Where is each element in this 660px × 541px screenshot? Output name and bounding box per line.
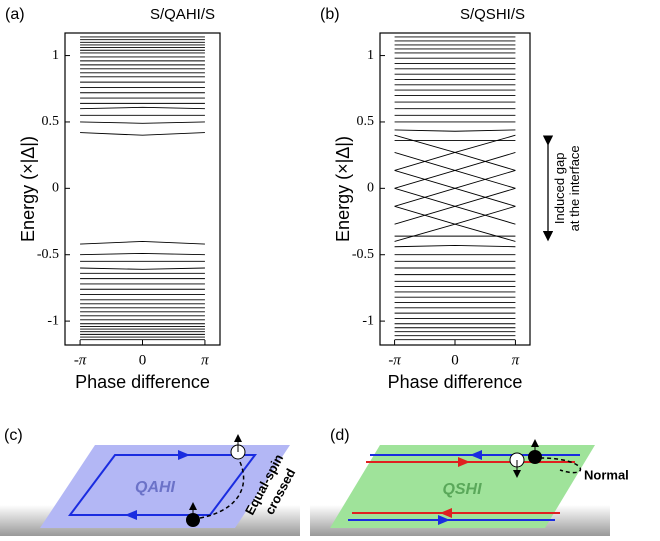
y-tick-label: 0.5: [357, 114, 375, 129]
y-tick-label: 1: [367, 48, 374, 63]
level-line: [394, 152, 516, 189]
x-tick-label: 0: [139, 352, 147, 368]
level-line: [394, 169, 516, 207]
y-tick-label: -0.5: [352, 247, 374, 262]
x-tick-label: -π: [388, 352, 401, 368]
chart-title: S/QAHI/S: [150, 6, 215, 23]
x-tick-label: π: [512, 352, 520, 368]
edge-arrow: [458, 457, 470, 467]
panel-label: (d): [330, 427, 350, 444]
level-line: [80, 240, 205, 245]
qshi-slab: [330, 445, 595, 528]
y-axis-label: Energy (×|Δ|): [18, 136, 38, 242]
x-axis-label: Phase difference: [75, 372, 210, 392]
y-tick-label: 1: [52, 48, 59, 63]
y-tick-label: -0.5: [37, 247, 59, 262]
material-label: QSHI: [442, 481, 482, 498]
y-tick-label: 0: [52, 181, 59, 196]
annotation-line: at the interface: [567, 145, 582, 231]
diagram-d: (d) QSHI Normal: [310, 427, 629, 536]
level-line: [80, 267, 205, 270]
x-axis-label: Phase difference: [388, 372, 523, 392]
edge-arrow: [178, 450, 190, 460]
level-line: [80, 132, 205, 136]
y-tick-label: 0: [367, 181, 374, 196]
x-tick-label: 0: [451, 352, 459, 368]
edge-arrow: [470, 450, 482, 460]
y-tick-label: -1: [362, 313, 374, 328]
y-tick-label: -1: [47, 313, 59, 328]
edge-arrow: [438, 515, 450, 525]
edge-arrow: [125, 510, 137, 520]
edge-loop: [68, 454, 257, 516]
y-axis-label: Energy (×|Δ|): [333, 136, 353, 242]
material-label: QAHI: [135, 479, 176, 496]
panel-label: (b): [320, 6, 340, 23]
plot: -1 -0.5 0 0.5 1 -π 0 π Phase difference Energy (×…: [5, 6, 221, 392]
level-line: [80, 106, 205, 110]
level-line: [394, 129, 516, 132]
level-line: [394, 187, 516, 225]
note: Normal: [584, 467, 629, 482]
panel-label: (a): [5, 6, 25, 23]
level-line: [80, 252, 205, 256]
y-tick-label: 0.5: [42, 114, 60, 129]
reflection-path: [539, 457, 582, 474]
annotation: Induced gapat the interface: [552, 145, 582, 231]
x-tick-label: π: [201, 352, 209, 368]
tunneling-path: [199, 461, 245, 519]
x-tick-label: -π: [74, 352, 87, 368]
level-line: [394, 244, 516, 248]
edge-arrow: [440, 508, 452, 518]
diagram-c: (c) QAHI Equal-spin crossed: [0, 427, 300, 536]
plot: -1 -0.5 0 0.5 1 -π 0 π Phase difference Energy (×…: [320, 6, 582, 392]
plot-frame: [64, 32, 221, 346]
panel-label: (c): [4, 427, 23, 444]
annotation-line: Induced gap: [552, 153, 567, 225]
chart-title: S/QSHI/S: [460, 6, 525, 23]
level-line: [80, 121, 205, 124]
